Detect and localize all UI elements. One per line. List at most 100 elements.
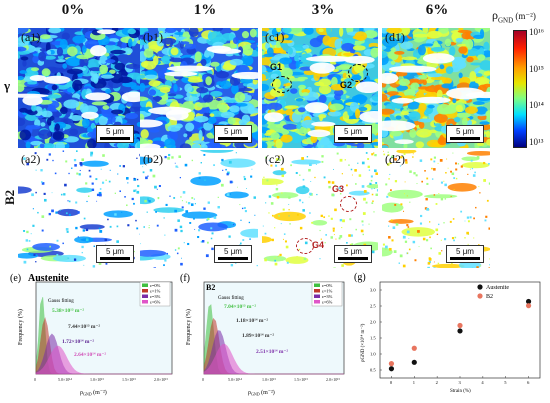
x-tick-3: 1.5×10¹⁵ <box>122 377 136 382</box>
gnd-map-b2-0: (a2) 5 μm <box>18 150 140 268</box>
legend-label-2: ε=3% <box>322 294 333 299</box>
scale-bar: 5 μm <box>214 125 252 143</box>
column-header-0: 0% <box>28 2 118 19</box>
row-label-gamma: γ <box>4 78 10 94</box>
gnd-map-gamma-0: (a1) 5 μm <box>18 28 140 148</box>
colorbar-tick-2: 10¹⁴ <box>529 100 544 110</box>
annotation-0: 7.04×10¹³ m⁻² <box>224 304 256 310</box>
point-austenite-2 <box>457 328 462 333</box>
x-tick-0: 0 <box>34 377 36 382</box>
panel-label-c2: (c2) <box>265 152 284 167</box>
scale-bar: 5 μm <box>96 245 134 263</box>
x-tick-2: 1.0×10¹⁵ <box>90 377 104 382</box>
annotation-0: 5.38×10¹³ m⁻² <box>52 308 84 314</box>
legend-swatch-3 <box>314 300 320 304</box>
grain-marker-g2: G2 <box>340 80 352 90</box>
panel-label-a2: (a2) <box>21 152 40 167</box>
x-axis-label: ρGND (m⁻²) <box>80 389 107 397</box>
x-tick-0: 0 <box>202 377 204 382</box>
legend-swatch-2 <box>314 295 320 299</box>
point-austenite-1 <box>412 360 417 365</box>
gnd-map-gamma-6: (d1) 5 μm <box>382 28 490 148</box>
gnd-map-b2-3: (c2) G3 G4 5 μm <box>262 150 378 268</box>
legend-label-2: ε=3% <box>150 294 161 299</box>
y-axis-label: Frequency (%) <box>17 309 24 345</box>
y-tick-0: 0.5 <box>370 368 376 373</box>
y-axis-label: Frequency (%) <box>185 309 192 345</box>
colorbar <box>513 30 527 148</box>
column-header-3: 6% <box>392 2 482 19</box>
x-tick-1: 5.0×10¹⁴ <box>228 377 242 382</box>
grain-marker-g1: G1 <box>270 62 282 72</box>
legend-swatch-2 <box>142 295 148 299</box>
y-tick-4: 2.5 <box>370 304 376 309</box>
panel-label-c1: (c1) <box>265 30 284 45</box>
histogram-austenite-svg: (e) Austenite Gauss fitting Frequency (%… <box>8 270 178 398</box>
x-tick-1: 5.0×10¹⁴ <box>58 377 72 382</box>
y-tick-5: 3.0 <box>370 288 376 293</box>
gnd-map-gamma-3: (c1) G1 G2 5 μm <box>262 28 378 148</box>
annotation-3: 2.64×10¹⁴ m⁻² <box>74 352 106 358</box>
legend-swatch-1 <box>142 289 148 293</box>
x-tick-3: 3 <box>459 380 462 385</box>
panel-label-d2: (d2) <box>385 152 405 167</box>
gauss-fit-label: Gauss fitting <box>218 296 244 301</box>
panel-title-austenite: Austenite <box>28 273 69 284</box>
point-b2-0 <box>389 361 394 366</box>
panel-label-b1: (b1) <box>143 30 163 45</box>
grain-marker-circle <box>340 196 357 212</box>
panel-label-b2: (b2) <box>143 152 163 167</box>
legend-swatch-0 <box>142 284 148 288</box>
x-tick-0: 0 <box>390 380 393 385</box>
scale-bar: 5 μm <box>446 245 484 263</box>
scale-bar: 5 μm <box>334 125 372 143</box>
legend-label-3: ε=6% <box>150 299 161 304</box>
legend-swatch-3 <box>142 300 148 304</box>
grain-marker-circle <box>272 76 292 93</box>
x-tick-4: 2.0×10¹⁵ <box>154 377 168 382</box>
y-axis-label: ρGND (×10¹⁴ m⁻²) <box>360 323 366 362</box>
panel-label-f: (f) <box>180 273 190 284</box>
grain-marker-g3: G3 <box>332 184 344 194</box>
point-austenite-0 <box>389 366 394 371</box>
panel-label-e: (e) <box>10 273 21 284</box>
point-b2-2 <box>457 323 462 328</box>
column-header-2: 3% <box>278 2 368 19</box>
x-tick-4: 4 <box>481 380 484 385</box>
x-axis-label: Strain (%) <box>450 389 471 394</box>
histogram-austenite: (e) Austenite Gauss fitting Frequency (%… <box>8 270 178 398</box>
annotation-2: 1.89×10¹⁴ m⁻² <box>242 333 274 339</box>
colorbar-tick-1: 10¹⁵ <box>529 64 544 74</box>
y-tick-1: 1.0 <box>370 352 376 357</box>
gnd-map-b2-1: (b2) 5 μm <box>140 150 258 268</box>
panel-label-d1: (d1) <box>385 30 405 45</box>
grain-marker-g4: G4 <box>312 240 324 250</box>
annotation-3: 2.51×10¹⁴ m⁻² <box>256 349 288 355</box>
colorbar-tick-3: 10¹³ <box>529 137 543 147</box>
x-tick-3: 1.5×10¹⁵ <box>294 377 308 382</box>
legend-label-1: ε=1% <box>322 288 333 293</box>
point-b2-3 <box>526 303 531 308</box>
column-header-1: 1% <box>160 2 250 19</box>
scale-bar: 5 μm <box>96 125 134 143</box>
legend-label-1: ε=1% <box>150 288 161 293</box>
legend-swatch-1 <box>314 289 320 293</box>
annotation-1: 1.18×10¹⁴ m⁻² <box>236 318 268 324</box>
x-tick-5: 5 <box>504 380 507 385</box>
colorbar-tick-0: 10¹⁶ <box>529 27 544 37</box>
scale-bar: 5 μm <box>334 245 372 263</box>
gnd-map-b2-6: (d2) 5 μm <box>382 150 490 268</box>
panel-label-a1: (a1) <box>21 30 40 45</box>
legend-label-0: ε=0% <box>322 283 333 288</box>
colorbar-title: ρGND (m⁻²) <box>492 8 536 24</box>
panel-label-g: (g) <box>354 272 366 283</box>
legend-label-3: ε=6% <box>322 299 333 304</box>
y-tick-3: 2.0 <box>370 320 376 325</box>
gauss-fit-label: Gauss fitting <box>48 299 74 304</box>
scale-bar: 5 μm <box>446 125 484 143</box>
panel-title-b2: B2 <box>206 283 215 292</box>
annotation-1: 7.44×10¹³ m⁻² <box>68 324 100 330</box>
row-label-b2: B2 <box>2 190 18 205</box>
